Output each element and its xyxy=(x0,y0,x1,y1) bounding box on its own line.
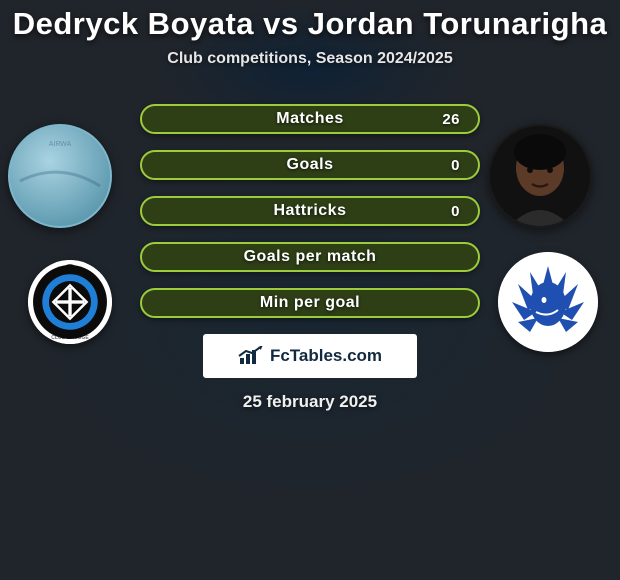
branding-box: FcTables.com xyxy=(203,334,417,378)
player-right-avatar xyxy=(488,124,592,228)
player-right-club-badge xyxy=(498,252,598,352)
stat-row-min-per-goal: Min per goal xyxy=(140,288,480,318)
stats-list: Matches 26 Goals 0 Hattricks 0 Goals per… xyxy=(140,104,480,318)
player-left-image-placeholder: AIRWA xyxy=(10,126,110,226)
stat-row-hattricks: Hattricks 0 xyxy=(140,196,480,226)
subtitle: Club competitions, Season 2024/2025 xyxy=(167,50,452,68)
stat-row-matches: Matches 26 xyxy=(140,104,480,134)
stat-label: Matches xyxy=(276,110,344,128)
svg-text:AIRWA: AIRWA xyxy=(49,141,72,148)
stat-row-goals-per-match: Goals per match xyxy=(140,242,480,272)
branding-text: FcTables.com xyxy=(270,346,382,366)
player-left-club-badge: CLUB BRUGGE xyxy=(28,260,112,344)
stat-label: Goals per match xyxy=(244,248,377,266)
stat-label: Hattricks xyxy=(274,202,347,220)
comparison-date: 25 february 2025 xyxy=(243,392,377,412)
page-title: Dedryck Boyata vs Jordan Torunarigha xyxy=(13,6,608,42)
gent-icon xyxy=(498,252,598,352)
stat-value-right: 26 xyxy=(442,111,460,128)
comparison-card: Dedryck Boyata vs Jordan Torunarigha Clu… xyxy=(0,0,620,580)
stat-value-right: 0 xyxy=(451,203,460,220)
stat-value-right: 0 xyxy=(451,157,460,174)
stat-label: Goals xyxy=(287,156,334,174)
player-left-avatar: AIRWA xyxy=(8,124,112,228)
bar-chart-icon xyxy=(238,346,264,366)
club-brugge-icon: CLUB BRUGGE xyxy=(28,260,112,344)
stat-row-goals: Goals 0 xyxy=(140,150,480,180)
svg-text:CLUB BRUGGE: CLUB BRUGGE xyxy=(51,335,89,341)
stat-label: Min per goal xyxy=(260,294,360,312)
player-right-image-placeholder xyxy=(490,126,590,226)
